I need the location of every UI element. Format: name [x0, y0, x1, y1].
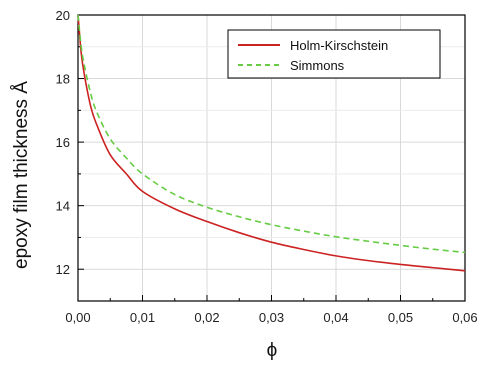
legend-label-simmons: Simmons: [290, 58, 345, 73]
x-tick-label: 0,01: [130, 310, 155, 325]
x-tick-label: 0,03: [259, 310, 284, 325]
series-layer: [77, 14, 466, 272]
legend-label-holm-kirschstein: Holm-Kirschstein: [290, 38, 388, 53]
y-tick-label: 18: [56, 72, 70, 87]
y-axis-title: epoxy film thickness Å: [11, 81, 32, 269]
series-line-simmons: [77, 14, 466, 254]
x-tick-label: 0,00: [65, 310, 90, 325]
y-tick-label: 16: [56, 135, 70, 150]
x-tick-label: 0,02: [194, 310, 219, 325]
y-tick-label: 20: [56, 8, 70, 23]
y-tick-label: 14: [56, 199, 70, 214]
legend: Holm-Kirschstein Simmons: [227, 29, 441, 79]
legend-box: [227, 29, 441, 79]
series-line-holm-kirschstein: [77, 14, 466, 272]
x-tick-label: 0,06: [452, 310, 477, 325]
y-tick-label: 12: [56, 262, 70, 277]
x-tick-label: 0,05: [388, 310, 413, 325]
x-axis-title: ϕ: [267, 340, 278, 361]
axis-ticks: 0,00 0,01 0,02 0,03 0,04 0,05 0,06 12 14 16 18 20: [56, 8, 478, 325]
x-tick-label: 0,04: [323, 310, 348, 325]
